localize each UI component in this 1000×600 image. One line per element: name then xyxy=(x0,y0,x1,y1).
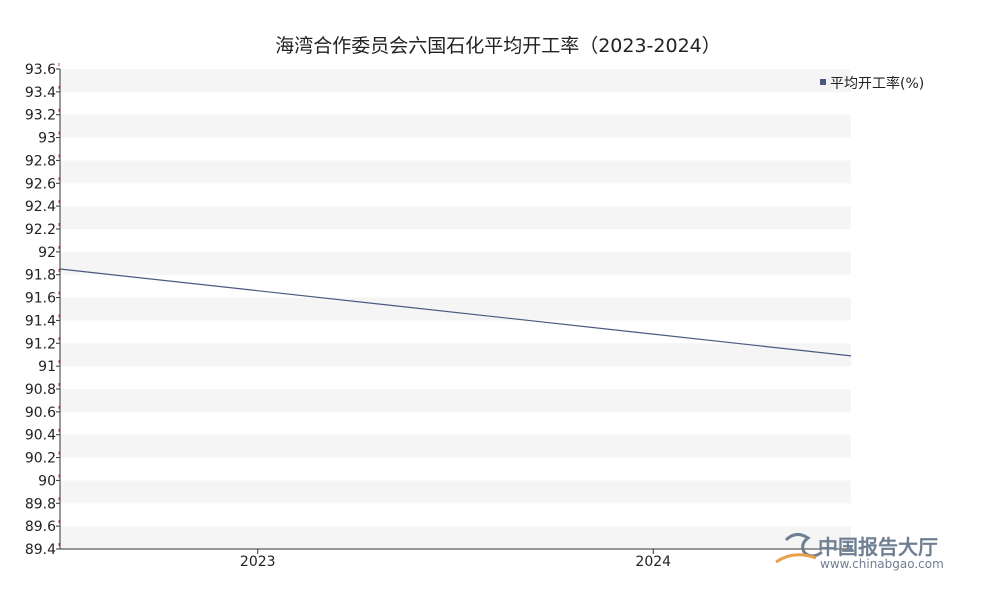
y-tick-label: 91 xyxy=(38,359,56,375)
y-tick-label: 90.4 xyxy=(25,428,56,444)
y-tick-label: 92.8 xyxy=(25,153,56,169)
legend-label: 平均开工率(%) xyxy=(830,75,924,92)
y-tick-label: 90.6 xyxy=(25,405,56,421)
y-tick-label: 90.2 xyxy=(25,451,56,467)
grid-band xyxy=(60,114,851,138)
chart-title: 海湾合作委员会六国石化平均开工率（2023-2024） xyxy=(275,35,721,57)
axes xyxy=(59,69,851,550)
x-axis-ticks: 2023 2024 xyxy=(240,549,671,570)
grid-band xyxy=(60,297,851,321)
grid-band xyxy=(60,343,851,367)
y-tick-label: 91.6 xyxy=(25,291,56,307)
y-tick-label: 92 xyxy=(38,245,56,261)
y-axis-ticks: 93.6 93.4 93.2 93 92.8 92.6 92.4 92.2 92 91.8 91.6… xyxy=(25,62,60,558)
y-tick-label: 90.8 xyxy=(25,382,56,398)
y-tick-label: 90 xyxy=(38,473,56,489)
watermark-logo-icon xyxy=(775,533,823,564)
watermark: 中国报告大厅 www.chinabgao.com xyxy=(775,533,944,571)
grid-band xyxy=(60,480,851,504)
x-tick-label: 2024 xyxy=(635,554,671,570)
watermark-url: www.chinabgao.com xyxy=(820,557,944,571)
watermark-name: 中国报告大厅 xyxy=(818,535,938,559)
grid-band xyxy=(60,526,851,549)
grid-band xyxy=(60,206,851,229)
y-tick-label: 91.4 xyxy=(25,313,56,329)
grid-band xyxy=(60,434,851,458)
y-tick-label: 89.4 xyxy=(25,542,56,558)
y-tick-label: 92.4 xyxy=(25,199,56,215)
y-tick-label: 89.6 xyxy=(25,519,56,535)
grid-band xyxy=(60,160,851,184)
grid-bands xyxy=(60,69,851,549)
y-tick-label: 93.2 xyxy=(25,108,56,124)
legend-swatch xyxy=(820,79,826,85)
legend: 平均开工率(%) xyxy=(820,75,924,92)
y-tick-label: 91.2 xyxy=(25,336,56,352)
y-tick-label: 92.2 xyxy=(25,222,56,238)
x-tick-label: 2023 xyxy=(240,554,276,570)
y-tick-label: 92.6 xyxy=(25,176,56,192)
series-layer xyxy=(59,268,852,357)
grid-band xyxy=(60,69,851,92)
y-tick-label: 93.6 xyxy=(25,62,56,78)
grid-band xyxy=(60,251,851,275)
y-tick-label: 89.8 xyxy=(25,496,56,512)
grid-band xyxy=(60,389,851,412)
y-tick-label: 93 xyxy=(38,131,56,147)
y-tick-label: 91.8 xyxy=(25,268,56,284)
series-line xyxy=(59,268,852,357)
y-tick-label: 93.4 xyxy=(25,85,56,101)
